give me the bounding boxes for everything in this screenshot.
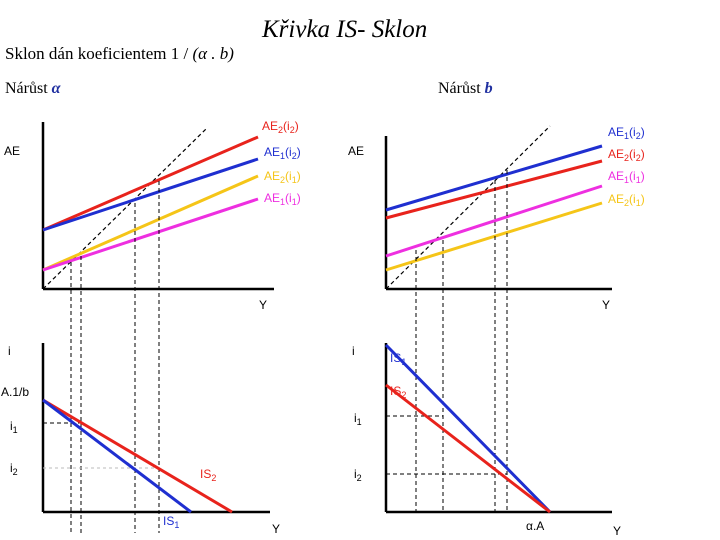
left-ae1-i2-line (42, 157, 259, 232)
left-i1-label: i1 (10, 419, 18, 435)
left-projection-lines (70, 181, 160, 533)
right-i2-label: i2 (354, 467, 362, 483)
left-ae1-i2-label: AE1(i2) (264, 145, 301, 161)
right-ae2-i2-line (385, 159, 603, 220)
left-header-text: Nárůst (5, 80, 52, 97)
right-ae2-i1-label: AE2(i1) (608, 192, 645, 208)
left-ae1-i1-label: AE1(i1) (264, 191, 301, 207)
subtitle-text: Sklon dán koeficientem 1 / (5, 44, 193, 63)
left-ae2-i2-line (42, 135, 259, 232)
left-panel-header: Nárůst α (5, 80, 61, 98)
right-ae1-i1-line (385, 184, 603, 258)
right-top-y-label: AE (348, 144, 364, 158)
right-ae1-i1-label: AE1(i1) (608, 169, 645, 185)
right-top-diagram: AE Y AE1(i2) AE2(i2) AE1(i1) AE2(i1) (348, 125, 645, 312)
right-ae1-i2-line (385, 144, 603, 212)
left-bottom-diagram: i Y A.1/b i1 i2 IS2 IS1 (1, 343, 280, 536)
right-top-45-degree-line (385, 125, 551, 290)
right-is1-curve (384, 343, 552, 514)
left-intercept-label: A.1/b (1, 385, 29, 399)
right-i1-label: i1 (354, 411, 362, 427)
left-ae1-i1-line (42, 197, 259, 272)
left-is1-curve (42, 398, 192, 514)
left-ae2-i2-label: AE2(i2) (262, 119, 299, 135)
right-header-symbol: b (484, 80, 493, 97)
left-is2-curve (42, 398, 233, 514)
right-bottom-diagram: i Y α.A i1 i2 IS1 IS2 (352, 343, 621, 538)
left-is2-label: IS2 (200, 467, 216, 483)
slide-title: Křivka IS- Sklon (262, 16, 428, 43)
right-ae1-i2-label: AE1(i2) (608, 125, 645, 141)
left-top-y-label: AE (4, 144, 20, 158)
right-ae2-i1-line (385, 201, 603, 272)
left-top-x-label: Y (259, 298, 267, 312)
left-ae2-i1-line (42, 174, 259, 272)
right-intercept-label: α.A (526, 519, 544, 533)
right-top-x-label: Y (602, 298, 610, 312)
right-bottom-x-label: Y (613, 524, 621, 538)
slope-subtitle: Sklon dán koeficientem 1 / (α . b) (5, 44, 234, 64)
right-is2-curve (385, 383, 551, 514)
right-header-text: Nárůst (438, 80, 485, 97)
right-is1-label: IS1 (390, 351, 406, 367)
left-is1-label: IS1 (163, 514, 179, 530)
right-is2-label: IS2 (390, 384, 406, 400)
right-ae2-i2-label: AE2(i2) (608, 147, 645, 163)
left-bottom-y-label: i (8, 344, 11, 358)
left-bottom-x-label: Y (272, 522, 280, 536)
subtitle-formula: (α . b) (192, 44, 234, 63)
left-header-symbol: α (51, 80, 61, 97)
left-top-diagram: AE Y AE2(i2) AE1(i2) AE2(i1) AE1(i1) (4, 119, 301, 312)
left-ae2-i1-label: AE2(i1) (264, 169, 301, 185)
left-i2-label: i2 (10, 461, 18, 477)
right-panel-header: Nárůst b (438, 80, 493, 98)
right-bottom-y-label: i (352, 344, 355, 358)
